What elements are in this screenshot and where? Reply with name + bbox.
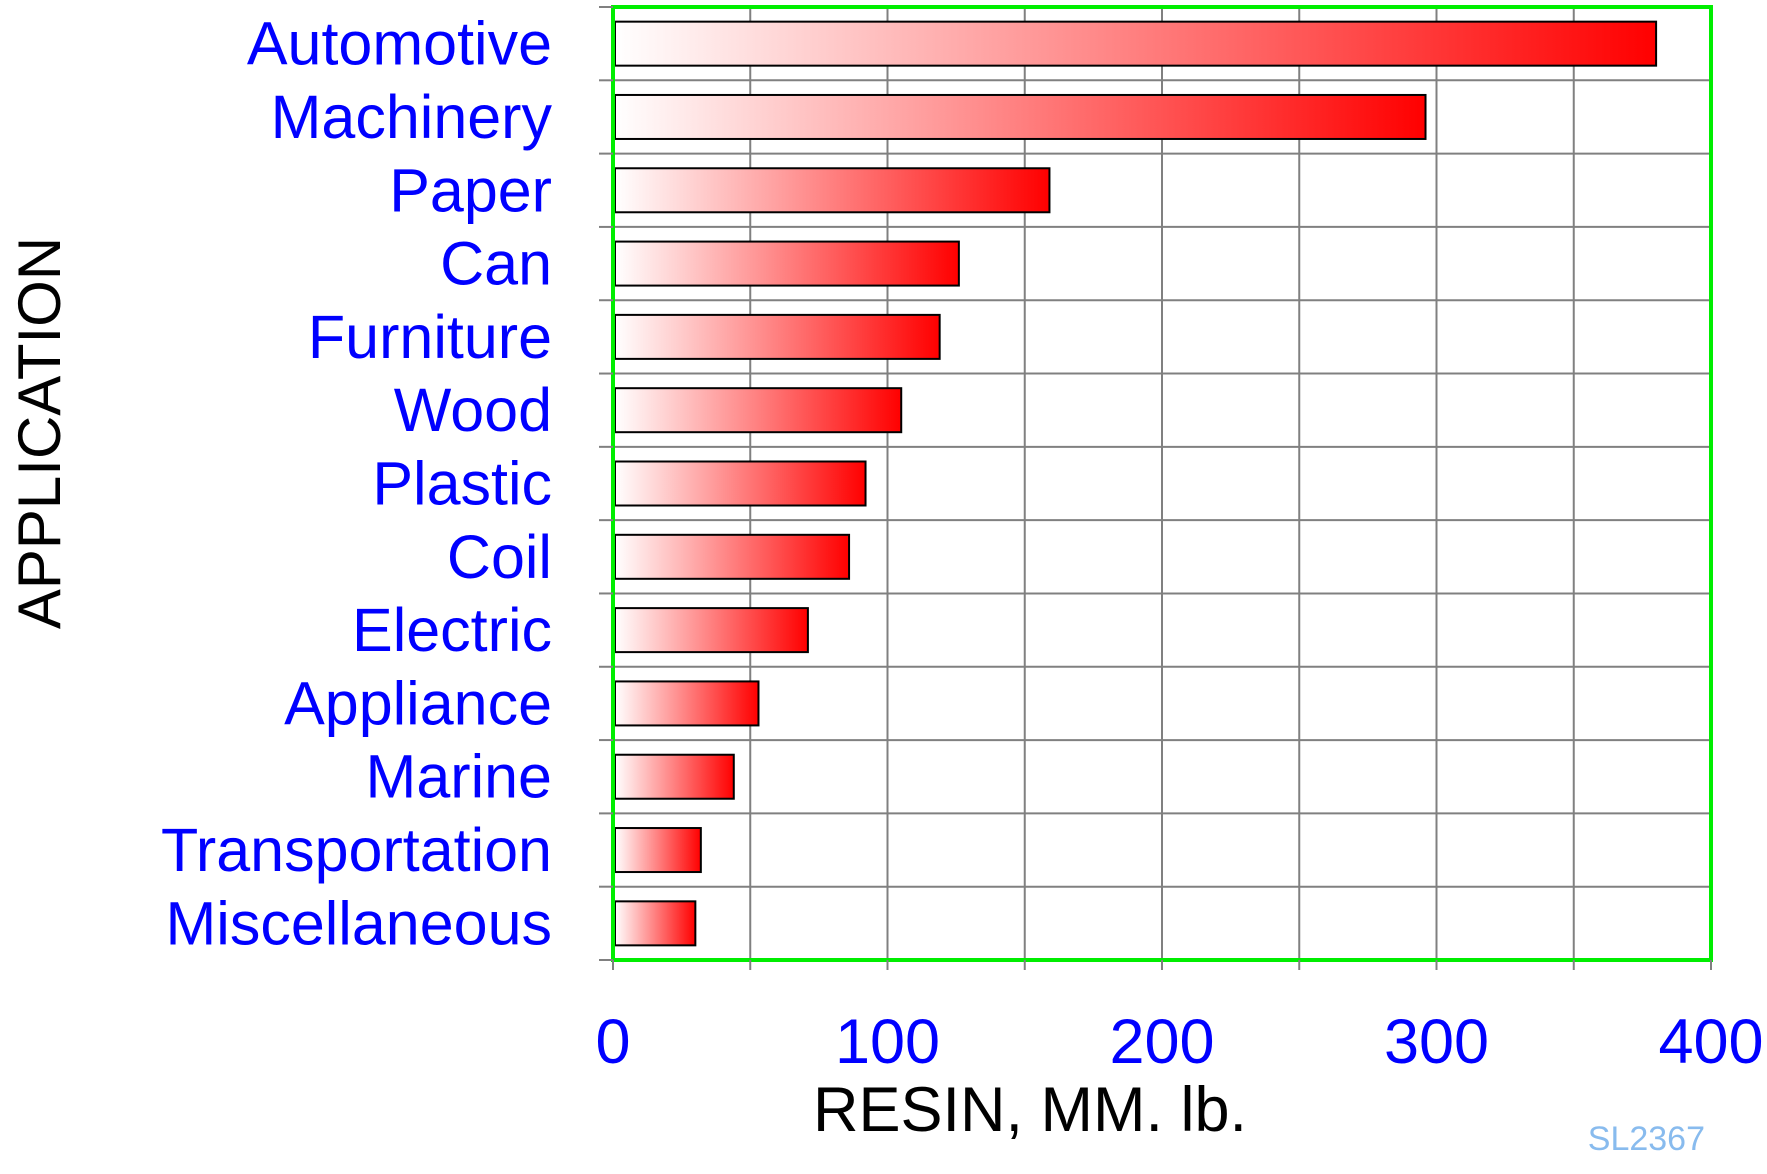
category-label: Electric <box>352 596 552 664</box>
category-label: Paper <box>389 156 552 224</box>
category-label: Appliance <box>284 669 552 737</box>
category-label: Automotive <box>247 10 552 78</box>
bar <box>614 680 760 727</box>
x-tick-label: 300 <box>1384 1007 1489 1077</box>
bar <box>614 313 941 360</box>
grid-layer <box>613 7 1711 960</box>
bar <box>614 167 1051 214</box>
x-tick-label: 400 <box>1658 1007 1763 1077</box>
bar <box>614 240 960 287</box>
bar <box>614 900 697 947</box>
bar <box>614 533 851 580</box>
category-label: Wood <box>394 376 552 444</box>
bar <box>614 460 867 507</box>
x-tick-label: 100 <box>835 1007 940 1077</box>
bar <box>614 827 702 874</box>
category-label: Furniture <box>308 303 552 371</box>
bar <box>614 387 903 434</box>
bar <box>614 93 1427 140</box>
x-axis-title: RESIN, MM. lb. <box>813 1075 1247 1145</box>
x-tick-label: 0 <box>595 1007 630 1077</box>
category-label: Marine <box>366 743 552 811</box>
category-label: Can <box>440 230 552 298</box>
category-label: Miscellaneous <box>165 889 552 957</box>
labels-layer: AutomotiveMachineryPaperCanFurnitureWood… <box>161 10 1764 1077</box>
category-label: Machinery <box>271 83 553 151</box>
category-label: Plastic <box>372 450 552 518</box>
chart-code: SL2367 <box>1588 1120 1705 1158</box>
y-axis-title: APPLICATION <box>6 237 73 629</box>
bar <box>614 753 735 800</box>
bar <box>614 607 809 654</box>
axis-layer <box>599 5 1713 970</box>
category-label: Coil <box>447 523 552 591</box>
category-label: Transportation <box>161 816 552 884</box>
bars-layer <box>614 20 1658 947</box>
x-tick-label: 200 <box>1109 1007 1214 1077</box>
bar <box>614 20 1658 67</box>
